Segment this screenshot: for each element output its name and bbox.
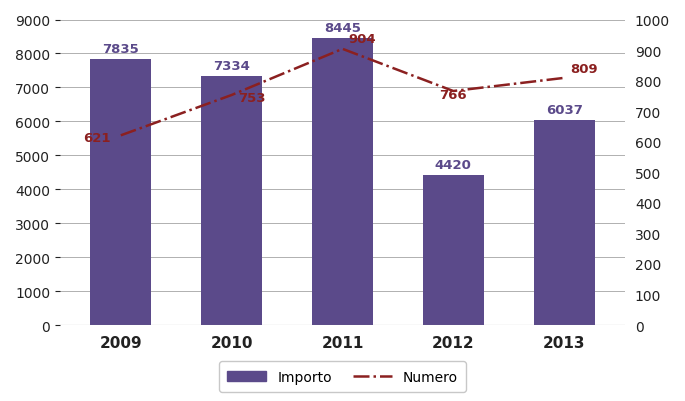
Legend: Importo, Numero: Importo, Numero [219,361,466,392]
Bar [534,121,595,325]
Text: 753: 753 [238,91,265,104]
Text: 621: 621 [83,132,110,144]
Bar [201,77,262,325]
Text: 7334: 7334 [213,60,250,73]
Text: 4420: 4420 [435,158,472,172]
Text: 809: 809 [571,63,598,76]
Bar [423,176,484,325]
Text: 7835: 7835 [103,43,139,56]
Text: 766: 766 [440,89,467,101]
Bar [90,60,151,325]
Text: 8445: 8445 [324,22,361,35]
Bar [312,39,373,325]
Text: 904: 904 [349,33,376,46]
Text: 6037: 6037 [546,104,583,117]
